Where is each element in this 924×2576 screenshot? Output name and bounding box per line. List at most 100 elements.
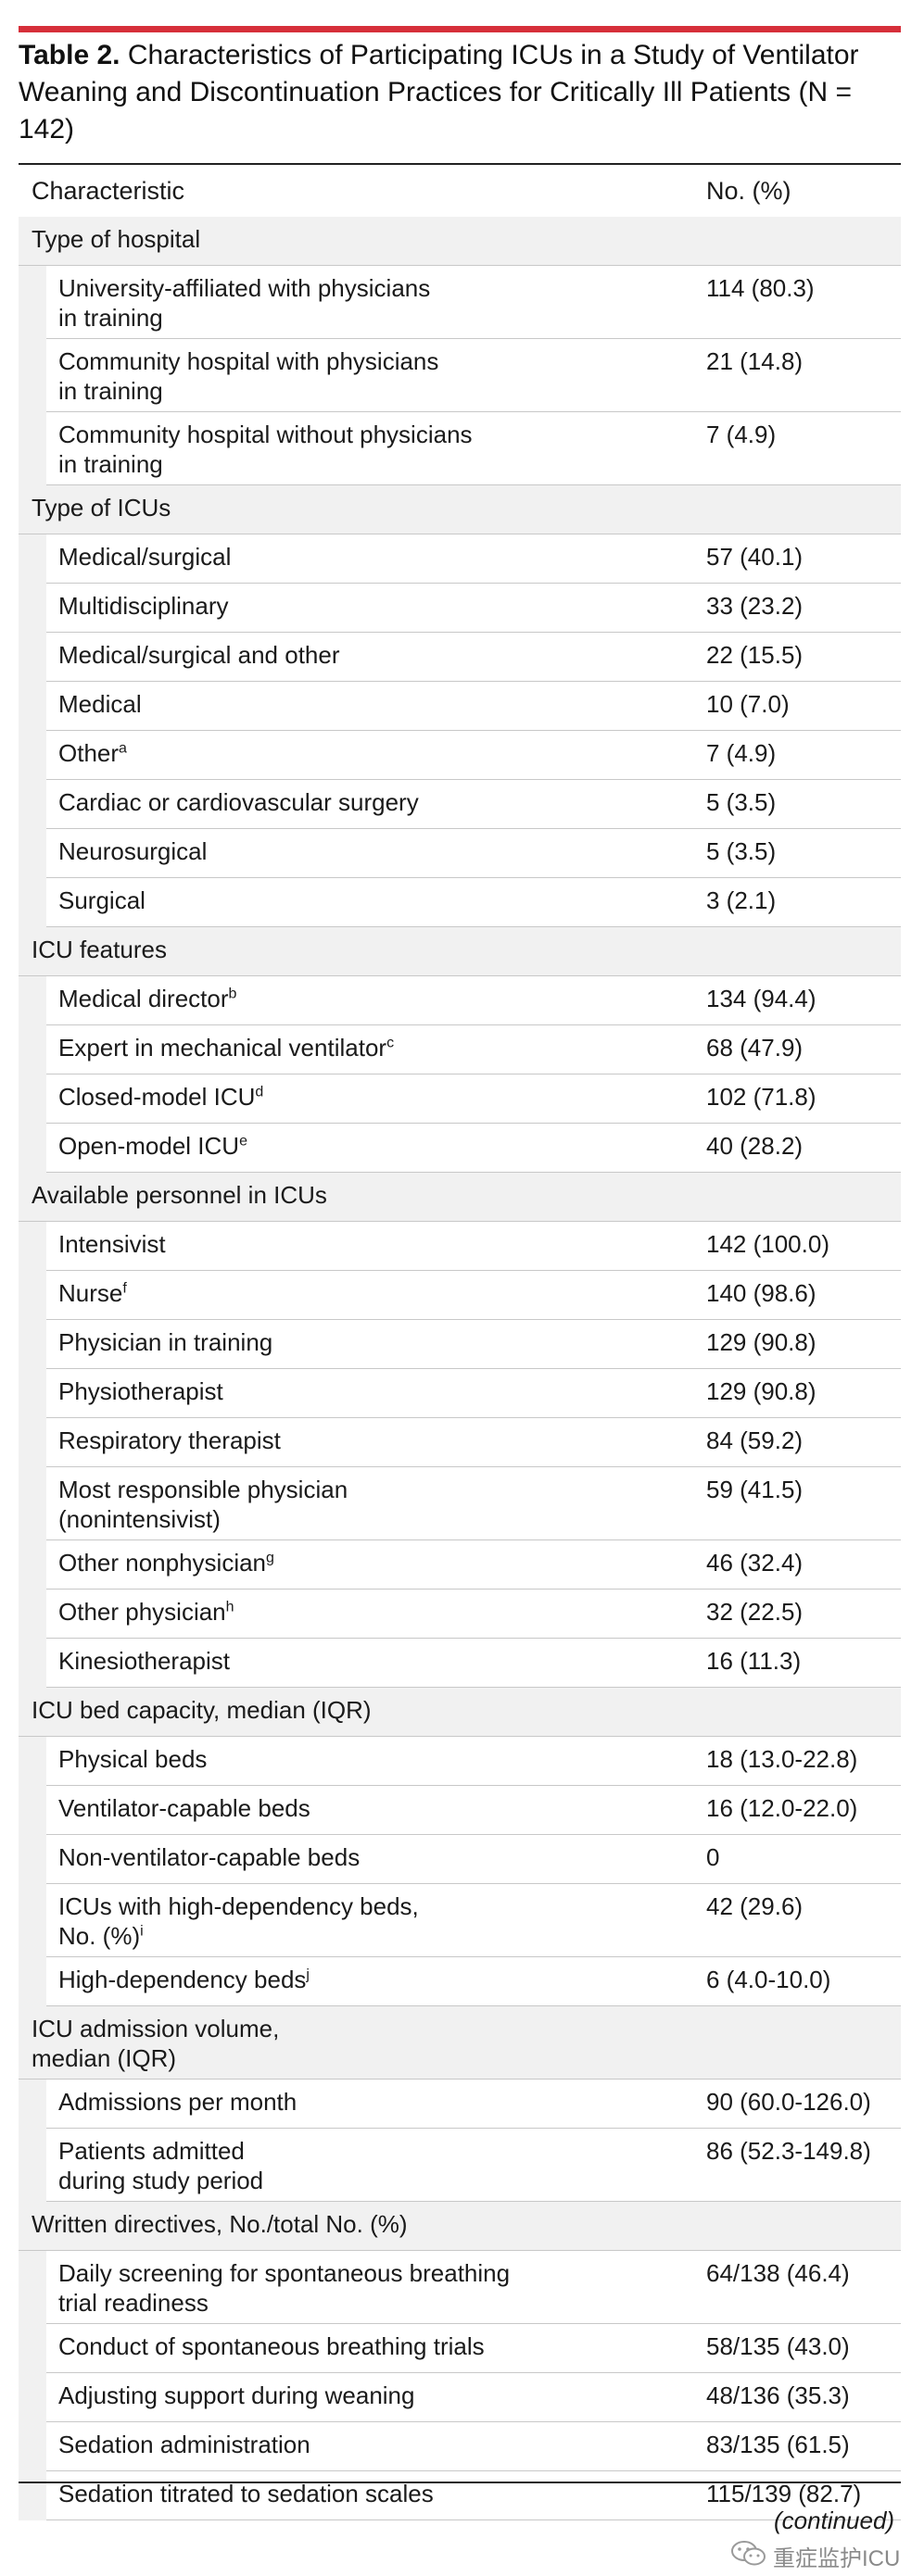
table-row: Other physicianh 32 (22.5) xyxy=(19,1590,901,1639)
row-label: Physiotherapist xyxy=(58,1376,540,1406)
row-label-text: ICUs with high-dependency beds, No. (%) xyxy=(58,1892,419,1950)
row-label-text: Multidisciplinary xyxy=(58,592,229,620)
wechat-icon xyxy=(730,2540,767,2568)
row-label: Community hospital with physicians in tr… xyxy=(58,346,540,406)
row-label: Intensivist xyxy=(58,1229,540,1259)
row-value: 46 (32.4) xyxy=(706,1549,804,1577)
row-label: Ventilator-capable beds xyxy=(58,1793,540,1823)
row-value: 22 (15.5) xyxy=(706,641,804,669)
table-row: Closed-model ICUd 102 (71.8) xyxy=(19,1074,901,1124)
row-value: 5 (3.5) xyxy=(706,788,777,816)
row-label: Other physicianh xyxy=(58,1597,540,1627)
table-row: University-affiliated with physicians in… xyxy=(19,266,901,339)
row-label: Surgical xyxy=(58,886,540,915)
row-value: 42 (29.6) xyxy=(706,1892,804,1920)
row-value: 48/136 (35.3) xyxy=(706,2381,850,2409)
table-row: Expert in mechanical ventilatorc 68 (47.9… xyxy=(19,1025,901,1074)
row-value: 129 (90.8) xyxy=(706,1377,816,1405)
row-label-text: Cardiac or cardiovascular surgery xyxy=(58,788,419,816)
row-label-text: Adjusting support during weaning xyxy=(58,2381,415,2409)
table-row: Sedation administration 83/135 (61.5) xyxy=(19,2422,901,2471)
table-row: Non-ventilator-capable beds 0 xyxy=(19,1835,901,1884)
row-label: Patients admitted during study period xyxy=(58,2136,540,2195)
row-label-text: Open-model ICU xyxy=(58,1132,240,1160)
row-label-text: ICU bed capacity, median (IQR) xyxy=(32,1696,372,1724)
table-row: Open-model ICUe 40 (28.2) xyxy=(19,1124,901,1173)
section-label: Written directives, No./total No. (%) xyxy=(32,2209,513,2239)
row-label-text: Surgical xyxy=(58,886,146,914)
row-label-text: ICU admission volume, median (IQR) xyxy=(32,2015,280,2072)
row-label: Kinesiotherapist xyxy=(58,1646,540,1676)
row-value: 114 (80.3) xyxy=(706,274,815,302)
row-label-text: Sedation administration xyxy=(58,2431,310,2458)
table-title: Table 2. Characteristics of Participatin… xyxy=(19,37,899,148)
row-value: 84 (59.2) xyxy=(706,1426,804,1454)
row-value: 68 (47.9) xyxy=(706,1034,804,1062)
footnote-marker: c xyxy=(386,1035,395,1051)
table-body: Type of hospital University-affiliated wi… xyxy=(19,217,901,2520)
footnote-marker: e xyxy=(239,1133,247,1150)
table-header: Characteristic No. (%) xyxy=(19,163,901,220)
row-value: 59 (41.5) xyxy=(706,1476,804,1503)
row-value: 140 (98.6) xyxy=(706,1279,816,1307)
table-row: ICUs with high-dependency beds, No. (%)i… xyxy=(19,1884,901,1957)
table-row: Othera 7 (4.9) xyxy=(19,731,901,780)
row-label-text: Written directives, No./total No. (%) xyxy=(32,2210,408,2238)
row-label-text: Daily screening for spontaneous breathin… xyxy=(58,2259,511,2317)
table-row: Community hospital with physicians in tr… xyxy=(19,339,901,412)
footnote-marker: g xyxy=(266,1550,274,1566)
row-label-text: Closed-model ICU xyxy=(58,1083,256,1111)
table-row: Intensivist 142 (100.0) xyxy=(19,1222,901,1271)
row-value: 142 (100.0) xyxy=(706,1230,829,1258)
table-row: Physiotherapist 129 (90.8) xyxy=(19,1369,901,1418)
watermark-text: 重症监护ICU xyxy=(773,2546,901,2571)
section-row: Type of hospital xyxy=(19,217,901,266)
section-label: ICU admission volume, median (IQR) xyxy=(32,2014,513,2073)
table-row: Medical directorb 134 (94.4) xyxy=(19,976,901,1025)
table-row: Other nonphysiciang 46 (32.4) xyxy=(19,1540,901,1590)
row-label-text: High-dependency beds xyxy=(58,1966,307,1993)
table-number: Table 2. xyxy=(19,40,120,70)
continued-note: (continued) xyxy=(774,2507,895,2534)
row-label: Expert in mechanical ventilatorc xyxy=(58,1033,540,1062)
table-caption: Characteristics of Participating ICUs in… xyxy=(19,40,859,145)
row-value: 21 (14.8) xyxy=(706,347,804,375)
row-label-text: Type of hospital xyxy=(32,225,201,253)
row-label-text: Medical/surgical and other xyxy=(58,641,340,669)
row-value: 115/139 (82.7) xyxy=(706,2480,862,2507)
table-row: Kinesiotherapist 16 (11.3) xyxy=(19,1639,901,1688)
row-label-text: Intensivist xyxy=(58,1230,166,1258)
footnote-marker: d xyxy=(255,1084,264,1100)
table-row: Nursef 140 (98.6) xyxy=(19,1271,901,1320)
row-label-text: Most responsible physician (nonintensivi… xyxy=(58,1476,348,1533)
row-label-text: Expert in mechanical ventilator xyxy=(58,1034,387,1062)
row-label-text: Community hospital without physicians in… xyxy=(58,421,473,478)
row-label: Daily screening for spontaneous breathin… xyxy=(58,2258,540,2318)
table-row: Medical/surgical 57 (40.1) xyxy=(19,534,901,584)
row-value: 18 (13.0-22.8) xyxy=(706,1745,858,1773)
row-label: Medical xyxy=(58,689,540,719)
header-characteristic: Characteristic xyxy=(32,177,185,205)
row-value: 6 (4.0-10.0) xyxy=(706,1966,831,1993)
table-row: Patients admitted during study period 86 … xyxy=(19,2129,901,2202)
table-row: Multidisciplinary 33 (23.2) xyxy=(19,584,901,633)
section-label: Type of ICUs xyxy=(32,493,513,522)
section-row: ICU bed capacity, median (IQR) xyxy=(19,1688,901,1737)
row-value: 10 (7.0) xyxy=(706,690,790,718)
table-row: Respiratory therapist 84 (59.2) xyxy=(19,1418,901,1467)
row-label: Non-ventilator-capable beds xyxy=(58,1842,540,1872)
table-row: Community hospital without physicians in… xyxy=(19,412,901,485)
title-accent-bar xyxy=(19,26,901,32)
row-label: Sedation titrated to sedation scales xyxy=(58,2479,540,2508)
footnote-marker: j xyxy=(306,1967,310,1983)
row-label: Neurosurgical xyxy=(58,836,540,866)
row-label-text: Nurse xyxy=(58,1279,123,1307)
table-row: Cardiac or cardiovascular surgery 5 (3.5) xyxy=(19,780,901,829)
row-label: Respiratory therapist xyxy=(58,1426,540,1455)
section-row: Type of ICUs xyxy=(19,485,901,534)
row-label-text: Non-ventilator-capable beds xyxy=(58,1843,361,1871)
row-label-text: Type of ICUs xyxy=(32,494,171,521)
table-row: Neurosurgical 5 (3.5) xyxy=(19,829,901,878)
row-label: Cardiac or cardiovascular surgery xyxy=(58,787,540,817)
row-label: ICUs with high-dependency beds, No. (%)i xyxy=(58,1891,540,1951)
